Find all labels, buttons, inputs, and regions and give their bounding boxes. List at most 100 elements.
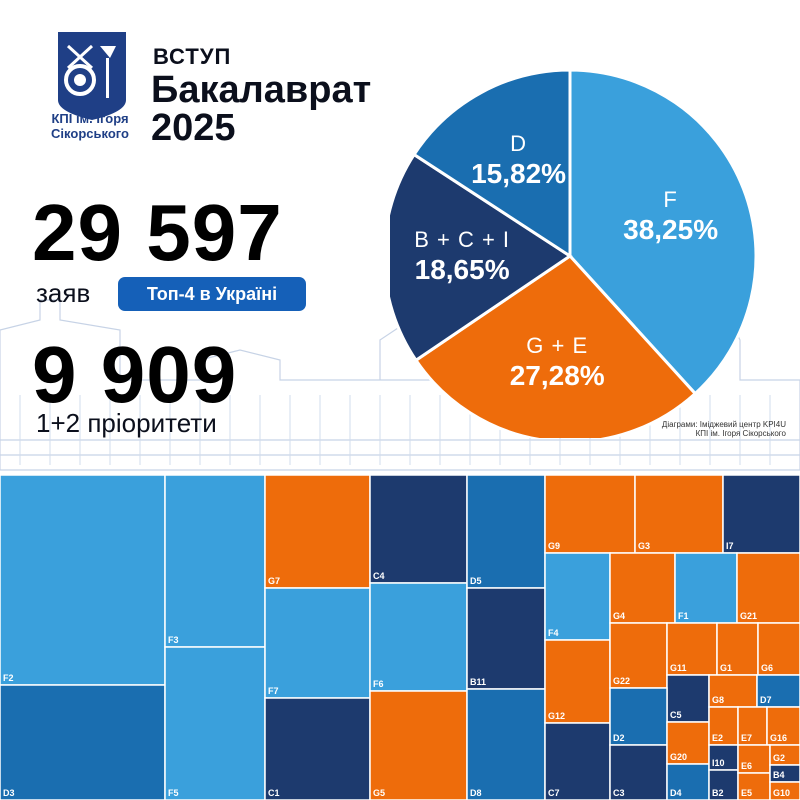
treemap-label-c4: C4 (373, 571, 385, 581)
treemap-label-g20: G20 (670, 752, 687, 762)
pie-value-0: 38,25% (623, 214, 718, 245)
treemap-label-g2: G2 (773, 753, 785, 763)
treemap-label-f7: F7 (268, 686, 279, 696)
treemap-cell-f2 (0, 475, 166, 686)
treemap-label-b11: B11 (470, 677, 486, 687)
treemap-label-e5: E5 (741, 788, 752, 798)
pie-slice-b-c-i (390, 152, 573, 363)
pie-label-0: F (663, 187, 677, 212)
treemap-cell-g11 (666, 622, 718, 676)
treemap-cell-g3 (634, 475, 724, 554)
treemap-label-b2: B2 (712, 788, 724, 798)
treemap-label-d8: D8 (470, 788, 482, 798)
treemap-label-d4: D4 (670, 788, 682, 798)
treemap-label-f5: F5 (168, 788, 179, 798)
treemap-cell-d4 (666, 763, 710, 800)
treemap-cell-g12 (544, 639, 611, 724)
treemap-cell-g5 (369, 690, 468, 800)
treemap-label-g5: G5 (373, 788, 385, 798)
treemap-cell-c1 (264, 697, 371, 800)
title-line3: 2025 (151, 107, 236, 149)
treemap-cell-f1 (674, 552, 738, 624)
treemap-cell-d5 (466, 475, 546, 589)
treemap-cell-c5 (666, 674, 710, 723)
pie-label-1: G + E (526, 333, 588, 358)
logo-text: КПІ ім. Ігоря Сікорського (30, 111, 150, 141)
treemap-label-g9: G9 (548, 541, 560, 551)
treemap-cell-f5 (164, 646, 266, 800)
building-background (0, 298, 800, 471)
treemap-cell-g4 (609, 552, 676, 624)
treemap-label-i10: I10 (712, 758, 725, 768)
treemap-cell-g7 (264, 475, 371, 589)
treemap-label-g3: G3 (638, 541, 650, 551)
treemap-label-i7: I7 (726, 541, 734, 551)
priority-value: 9 909 (32, 330, 238, 419)
priority-label: 1+2 пріоритети (36, 408, 217, 438)
pie-value-3: 15,82% (471, 158, 566, 189)
treemap-label-d5: D5 (470, 576, 482, 586)
treemap-cell-b11 (466, 587, 546, 690)
applications-value: 29 597 (32, 188, 283, 277)
treemap-label-f3: F3 (168, 635, 179, 645)
treemap-label-e2: E2 (712, 733, 723, 743)
pie-chart: F38,25% G + E27,28% B + C + I18,65% D15,82% (390, 68, 758, 438)
treemap-label-e7: E7 (741, 733, 752, 743)
logo-text-line2: Сікорського (51, 126, 129, 141)
logo-text-line1: КПІ ім. Ігоря (51, 111, 129, 126)
treemap-label-c3: C3 (613, 788, 625, 798)
pie-slice-d (412, 68, 572, 259)
treemap-label-f4: F4 (548, 628, 559, 638)
treemap-label-g16: G16 (770, 733, 787, 743)
treemap-label-d7: D7 (760, 695, 772, 705)
treemap-cell-i7 (722, 475, 800, 554)
treemap-label-d3: D3 (3, 788, 15, 798)
treemap-label-f1: F1 (678, 611, 689, 621)
top4-badge: Топ-4 в Україні (118, 277, 306, 311)
treemap-label-f2: F2 (3, 673, 14, 683)
treemap-label-g10: G10 (773, 788, 790, 798)
treemap-cell-d2 (609, 687, 668, 746)
applications-label: заяв (36, 278, 91, 308)
treemap-cell-c7 (544, 722, 611, 800)
chart-credit: Діаграми: Іміджевий центр KPI4U КПІ ім. … (662, 420, 786, 438)
treemap-label-b4: B4 (773, 770, 785, 780)
treemap-label-e6: E6 (741, 761, 752, 771)
pie-label-3: D (510, 131, 527, 156)
treemap-cell-f7 (264, 587, 371, 699)
pie-label-2: B + C + I (414, 227, 510, 252)
treemap-cell-d7 (756, 674, 800, 708)
treemap-cell-g6 (757, 622, 800, 676)
pie-slice-f (568, 68, 758, 396)
treemap-label-g6: G6 (761, 663, 773, 673)
treemap-cell-g9 (544, 475, 636, 554)
treemap-cell-g16 (766, 706, 800, 746)
treemap-label-d2: D2 (613, 733, 625, 743)
pie-value-1: 27,28% (510, 360, 605, 391)
kpi-logo (58, 32, 126, 120)
credit-line2: КПІ ім. Ігоря Сікорського (695, 429, 786, 438)
treemap-cell-e7 (737, 706, 768, 746)
treemap-cell-d3 (0, 684, 166, 800)
treemap-cell-d8 (466, 688, 546, 800)
pie-slice-g-e (413, 254, 698, 438)
treemap-label-g11: G11 (670, 663, 687, 673)
credit-line1: Діаграми: Іміджевий центр KPI4U (661, 420, 786, 429)
treemap-cell-f4 (544, 552, 611, 641)
treemap-label-c7: C7 (548, 788, 560, 798)
title-line1: ВСТУП (153, 44, 232, 69)
treemap-label-g4: G4 (613, 611, 625, 621)
treemap-label-g7: G7 (268, 576, 280, 586)
treemap-cell-c4 (369, 475, 468, 584)
treemap-label-g21: G21 (740, 611, 757, 621)
treemap-label-g8: G8 (712, 695, 724, 705)
treemap-label-c5: C5 (670, 710, 682, 720)
treemap-label-g1: G1 (720, 663, 732, 673)
treemap-cell-g8 (708, 674, 758, 708)
treemap-chart: F2 D3 F3 F5 G7 F7 C1 C4 F6 G5 D5 B11 D8 G9 G3 I7 F4 G12 C7… (0, 475, 800, 800)
treemap-cell-g10 (769, 781, 800, 800)
treemap-label-g22: G22 (613, 676, 630, 686)
treemap-cell-c3 (609, 744, 668, 800)
treemap-label-f6: F6 (373, 679, 384, 689)
pie-value-2: 18,65% (415, 254, 510, 285)
